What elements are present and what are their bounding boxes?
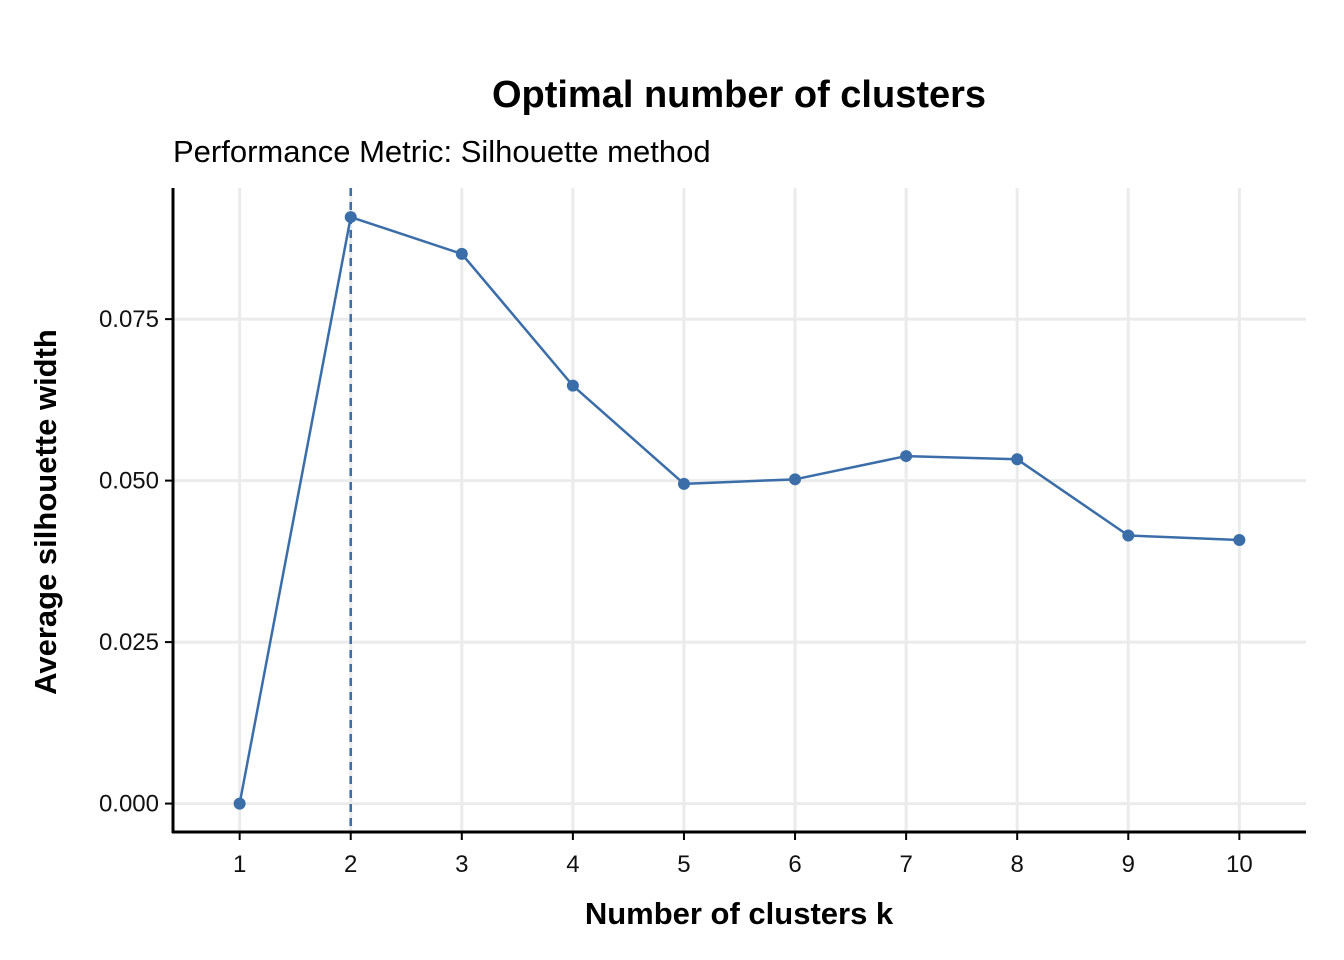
y-tick-label: 0.050 bbox=[99, 468, 159, 495]
y-tick-label: 0.000 bbox=[99, 791, 159, 818]
y-tick-label: 0.025 bbox=[99, 629, 159, 656]
data-point-k9 bbox=[1122, 529, 1135, 542]
x-tick-label: 10 bbox=[1226, 851, 1253, 878]
data-point-k1 bbox=[233, 797, 246, 810]
x-tick-label: 5 bbox=[677, 851, 690, 878]
tick-labels: 1 2 3 4 5 6 7 8 9 10 0.000 0.025 0.050 0.075 bbox=[99, 306, 1253, 878]
data-point-k3 bbox=[455, 247, 468, 260]
x-tick-label: 2 bbox=[344, 851, 357, 878]
data-point-k2 bbox=[344, 211, 357, 224]
x-tick-label: 6 bbox=[788, 851, 801, 878]
series-line bbox=[238, 215, 1240, 804]
x-tick-label: 7 bbox=[899, 851, 912, 878]
y-axis-title: Average silhouette width bbox=[28, 329, 63, 695]
y-tick-label: 0.075 bbox=[99, 306, 159, 333]
series-layer bbox=[233, 211, 1246, 810]
x-tick-label: 9 bbox=[1122, 851, 1135, 878]
grid-lines bbox=[173, 188, 1306, 832]
data-point-k6 bbox=[789, 473, 802, 486]
data-point-k5 bbox=[677, 477, 690, 490]
axes bbox=[165, 188, 1306, 840]
data-point-k10 bbox=[1233, 534, 1246, 547]
data-point-k8 bbox=[1011, 453, 1024, 466]
data-point-k7 bbox=[900, 450, 913, 463]
chart-title: Optimal number of clusters bbox=[492, 74, 986, 116]
chart-subtitle: Performance Metric: Silhouette method bbox=[173, 134, 711, 169]
x-tick-label: 4 bbox=[566, 851, 579, 878]
x-tick-label: 8 bbox=[1011, 851, 1024, 878]
x-axis-title: Number of clusters k bbox=[585, 896, 894, 931]
data-point-k4 bbox=[566, 379, 579, 392]
x-tick-label: 3 bbox=[455, 851, 468, 878]
x-tick-label: 1 bbox=[233, 851, 246, 878]
